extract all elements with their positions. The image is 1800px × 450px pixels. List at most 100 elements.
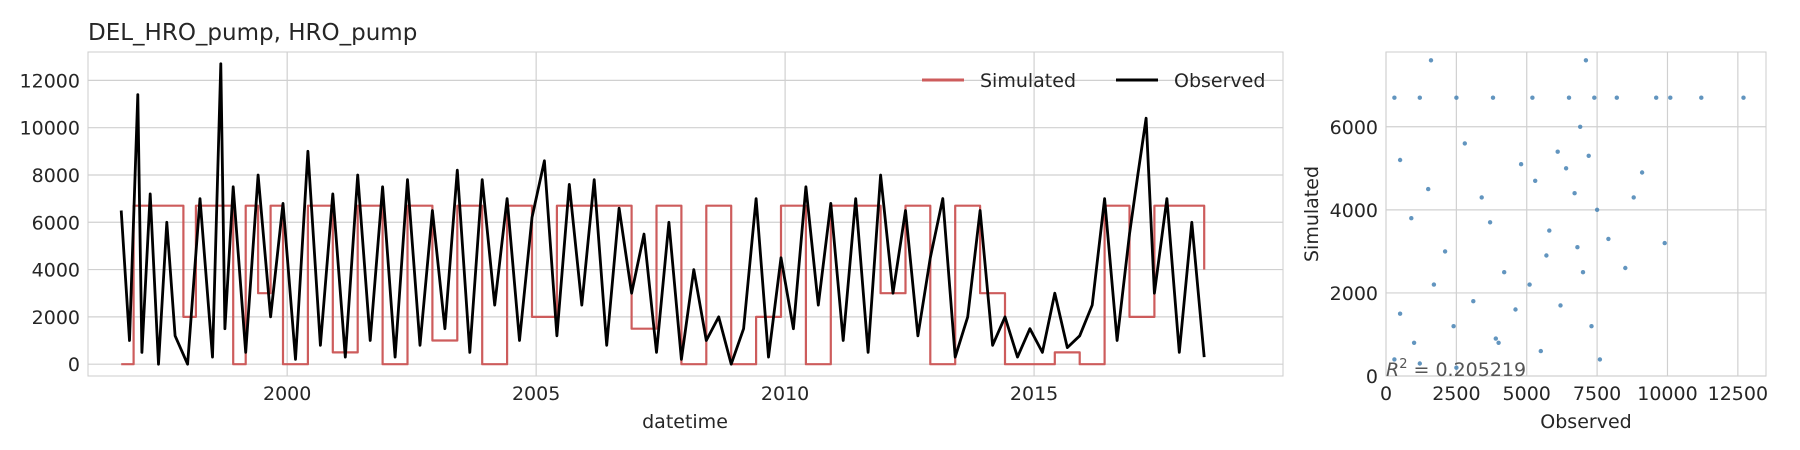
scatter-point [1538,348,1544,354]
scatter-point [1496,340,1501,345]
scatter-point [1592,95,1597,100]
ts-x-tick-label: 2010 [761,383,809,405]
time-series-x-ticks: 2000 2005 2010 2015 [263,383,1058,405]
scatter-point [1431,282,1437,287]
scatter-point [1566,95,1572,100]
sc-x-tick-label: 10000 [1637,383,1697,405]
scatter-point [1454,95,1459,100]
ts-y-tick-label: 6000 [32,212,80,234]
scatter-point [1518,162,1524,167]
sc-x-tick-label: 7500 [1573,383,1621,405]
scatter-point [1572,191,1577,196]
scatter-point [1586,153,1591,158]
scatter-y-ticks: 0 2000 4000 6000 [1330,117,1378,388]
ts-y-tick-label: 12000 [20,70,80,92]
scatter-point [1527,282,1532,287]
scatter-point [1417,95,1423,100]
ts-x-tick-label: 2015 [1010,383,1058,405]
legend-simulated-label: Simulated [980,70,1076,92]
sc-y-tick-label: 0 [1366,366,1378,388]
scatter-point [1397,157,1403,163]
scatter-point [1741,95,1746,100]
scatter-point [1558,303,1563,308]
time-series-lines [119,62,1206,366]
sc-y-tick-label: 2000 [1330,283,1378,305]
ts-y-tick-label: 8000 [32,165,80,187]
scatter-point [1578,124,1583,129]
scatter-grid [1385,52,1766,377]
legend-observed-label: Observed [1174,70,1265,92]
scatter-point [1487,220,1493,225]
ts-x-tick-label: 2000 [263,383,311,405]
scatter-point [1502,270,1507,275]
scatter-point [1589,324,1594,329]
scatter-point [1493,336,1499,341]
scatter-point [1442,249,1448,254]
sc-y-tick-label: 6000 [1330,117,1378,139]
scatter-y-axis-label: Simulated [1301,166,1323,262]
scatter-point [1451,324,1456,329]
scatter-point [1462,141,1468,146]
scatter-point [1544,253,1549,258]
ts-x-tick-label: 2005 [512,383,560,405]
scatter-point [1392,95,1397,100]
scatter-x-ticks: 0 2500 5000 7500 10000 12500 [1380,383,1768,405]
time-series-x-axis-label: datetime [642,411,728,433]
scatter-point [1606,236,1611,242]
r-squared-value: = 0.205219 [1413,359,1526,381]
sc-x-tick-label: 2500 [1432,383,1480,405]
legend: Simulated Observed [922,70,1265,92]
ts-y-tick-label: 10000 [20,118,80,140]
scatter-point [1555,149,1560,154]
sc-x-tick-label: 0 [1380,383,1392,405]
scatter-point [1662,240,1667,246]
scatter-point [1417,361,1423,366]
scatter-point [1580,270,1586,275]
scatter-point [1623,265,1628,271]
scatter-point [1563,166,1569,171]
scatter-frame [1385,51,1767,377]
chart-title: DEL_HRO_pump, HRO_pump [88,20,417,46]
scatter-point [1513,307,1518,312]
scatter-point [1594,207,1600,212]
time-series-frame [87,51,1284,377]
scatter-point [1639,170,1645,175]
scatter-point [1392,357,1397,362]
scatter-point [1654,95,1659,100]
r-squared-annotation: R2 = 0.205219 [1386,357,1526,381]
scatter-points [1392,58,1746,370]
scatter-point [1490,95,1496,100]
scatter-point [1631,195,1636,200]
scatter-panel: 0 2000 4000 6000 0 2500 5000 7500 10000 12500 Ob… [1301,51,1768,433]
ts-y-tick-label: 2000 [32,307,80,329]
scatter-x-axis-label: Observed [1540,411,1631,433]
scatter-point [1428,58,1434,63]
scatter-point [1471,299,1476,304]
scatter-point [1530,95,1535,100]
scatter-point [1699,95,1704,100]
sc-x-tick-label: 12500 [1708,383,1768,405]
time-series-panel: 0 2000 4000 6000 8000 10000 12000 2000 2005 2010… [20,51,1284,433]
observed-series-line [119,62,1206,366]
scatter-point [1397,311,1403,316]
sc-y-tick-label: 4000 [1330,200,1378,222]
scatter-point [1533,178,1538,183]
simulated-series-line [121,204,1206,366]
scatter-point [1668,95,1673,100]
scatter-point [1547,228,1552,233]
scatter-point [1597,357,1603,362]
scatter-point [1614,95,1620,100]
time-series-y-ticks: 0 2000 4000 6000 8000 10000 12000 [20,70,80,376]
scatter-point [1575,245,1580,250]
scatter-point [1426,186,1431,192]
scatter-point [1454,365,1459,370]
scatter-point [1479,195,1484,200]
scatter-point [1409,216,1414,221]
scatter-point [1583,58,1589,63]
sc-x-tick-label: 5000 [1503,383,1551,405]
scatter-point [1411,340,1417,345]
ts-y-tick-label: 4000 [32,260,80,282]
ts-y-tick-label: 0 [68,354,80,376]
